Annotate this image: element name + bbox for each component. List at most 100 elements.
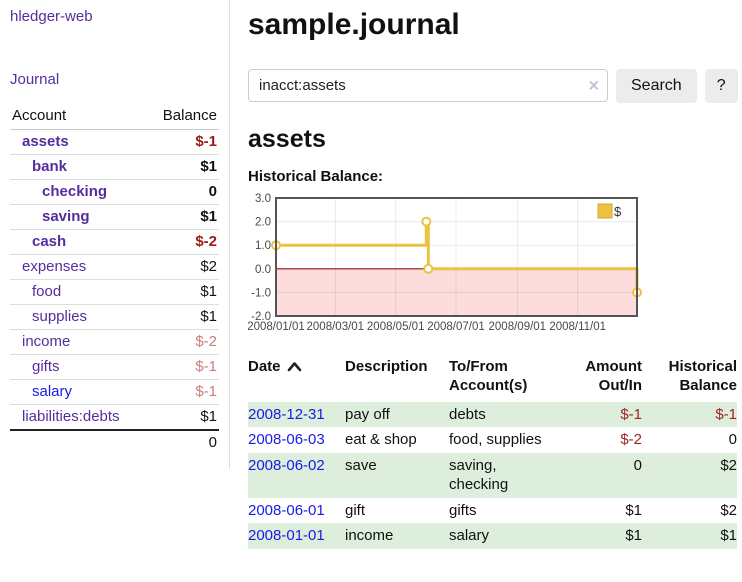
- account-link[interactable]: salary: [32, 383, 73, 400]
- transaction-balance: $2: [720, 501, 737, 519]
- svg-text:3.0: 3.0: [255, 193, 271, 205]
- account-balance: $1: [200, 408, 217, 425]
- accounts-table: Account Balance assets $-1 bank $1 checking 0…: [10, 104, 219, 455]
- transaction-amount: $1: [625, 527, 642, 544]
- transaction-row: 2008-06-01 gift gifts $1 $2: [248, 498, 737, 524]
- transaction-row: 2008-01-01 income salary $1 $1: [248, 523, 737, 549]
- svg-text:1.0: 1.0: [255, 240, 271, 252]
- transaction-date-link[interactable]: 2008-06-02: [248, 456, 325, 474]
- account-heading: assets: [248, 124, 326, 153]
- register-header-historical-balance: Historical Balance: [668, 357, 737, 395]
- register-header-description: Description: [345, 357, 428, 375]
- account-balance: 0: [146, 179, 219, 205]
- account-row: bank $1: [10, 154, 219, 180]
- account-link[interactable]: checking: [42, 183, 108, 200]
- account-balance: $1: [146, 204, 219, 230]
- transaction-row: 2008-06-02 save saving, checking 0 $2: [248, 452, 737, 498]
- account-link[interactable]: saving: [42, 208, 90, 225]
- account-balance: $-2: [146, 329, 219, 355]
- transaction-balance: $-1: [715, 405, 737, 423]
- transaction-balance: $1: [720, 527, 737, 544]
- transaction-date-link[interactable]: 2008-06-01: [248, 501, 325, 519]
- historical-balance-chart[interactable]: $3.0 2.0 1.0 0.0 -1.0 -2.0 2008/01/01 2008/03/0…: [248, 193, 738, 335]
- svg-text:2008/07/01: 2008/07/01: [427, 321, 485, 333]
- transaction-description: eat & shop: [345, 431, 417, 448]
- account-row: food $1: [10, 279, 219, 305]
- sidebar-nav: Journal: [10, 71, 219, 88]
- chart-title: Historical Balance:: [248, 167, 384, 185]
- account-row: income $-2: [10, 329, 219, 355]
- account-link[interactable]: gifts: [32, 358, 60, 375]
- account-row: checking 0: [10, 179, 219, 205]
- svg-text:2008/01/01: 2008/01/01: [248, 321, 305, 333]
- transaction-balance: $2: [720, 456, 737, 474]
- transaction-amount: $1: [625, 501, 642, 519]
- svg-text:2.0: 2.0: [255, 216, 271, 228]
- account-balance: $-2: [146, 229, 219, 255]
- account-link[interactable]: expenses: [22, 258, 87, 275]
- account-balance: $2: [146, 254, 219, 280]
- account-row: gifts $-1: [10, 354, 219, 380]
- account-balance: $-1: [146, 379, 219, 405]
- sidebar: hledger-web Journal Account Balance asse…: [0, 0, 230, 469]
- transaction-row: 2008-06-03 eat & shop food, supplies $-2 0: [248, 427, 737, 453]
- transaction-description: save: [345, 456, 377, 474]
- account-link[interactable]: supplies: [32, 308, 88, 325]
- account-row: expenses $2: [10, 254, 219, 280]
- account-link[interactable]: bank: [32, 158, 68, 175]
- account-balance: $1: [146, 154, 219, 180]
- clear-search-icon[interactable]: ×: [588, 75, 599, 96]
- svg-text:2008/03/01: 2008/03/01: [307, 321, 365, 333]
- account-link[interactable]: food: [32, 283, 62, 300]
- register-table: Date Description To/From Account(s) Amount …: [248, 355, 737, 549]
- accounts-header-balance: Balance: [146, 104, 219, 130]
- sidebar-item-journal[interactable]: Journal: [10, 71, 60, 88]
- account-balance: $1: [146, 279, 219, 305]
- page-title: sample.journal: [248, 8, 460, 41]
- transaction-accounts: debts: [449, 405, 486, 423]
- accounts-total-value: 0: [146, 429, 219, 455]
- account-balance: $1: [146, 304, 219, 330]
- svg-text:0.0: 0.0: [255, 263, 271, 275]
- svg-text:-2.0: -2.0: [251, 311, 271, 323]
- account-link[interactable]: cash: [32, 233, 67, 250]
- transaction-accounts: gifts: [449, 501, 477, 519]
- register-header-date[interactable]: Date: [248, 355, 345, 402]
- account-row: supplies $1: [10, 304, 219, 330]
- search-input[interactable]: [248, 69, 608, 102]
- transaction-date-link[interactable]: 2008-01-01: [248, 527, 325, 544]
- account-link[interactable]: liabilities:debts: [22, 408, 120, 425]
- app-title-link[interactable]: hledger-web: [10, 8, 93, 25]
- register-header-amount-out-in: Amount Out/In: [585, 357, 642, 395]
- transaction-amount: $-2: [620, 431, 642, 448]
- transaction-description: gift: [345, 501, 366, 519]
- search-button[interactable]: Search: [616, 68, 697, 103]
- account-row: salary $-1: [10, 379, 219, 405]
- transaction-amount: $-1: [620, 405, 642, 423]
- transaction-date-link[interactable]: 2008-12-31: [248, 405, 325, 423]
- sort-ascending-chevron-up-icon: [287, 361, 301, 371]
- svg-text:$: $: [614, 204, 622, 219]
- transaction-accounts: food, supplies: [449, 431, 542, 448]
- transaction-accounts: saving, checking: [449, 456, 509, 494]
- svg-text:2008/11/01: 2008/11/01: [549, 321, 606, 333]
- register-header-to-from-account-s: To/From Account(s): [449, 357, 528, 395]
- transaction-date-link[interactable]: 2008-06-03: [248, 431, 325, 448]
- search-input-wrap: ×: [248, 69, 608, 102]
- account-balance: $-1: [146, 129, 219, 155]
- search-form: × Search ?: [248, 68, 738, 103]
- transaction-accounts: salary: [449, 527, 490, 544]
- account-link[interactable]: assets: [22, 133, 69, 150]
- transaction-amount: 0: [633, 456, 642, 474]
- accounts-header-row: Account Balance: [10, 104, 219, 130]
- transaction-description: pay off: [345, 405, 390, 423]
- account-link[interactable]: income: [22, 333, 71, 350]
- svg-text:-1.0: -1.0: [251, 287, 271, 299]
- account-row: saving $1: [10, 204, 219, 230]
- account-balance: $-1: [146, 354, 219, 380]
- accounts-header-account: Account: [10, 104, 147, 130]
- search-help-button[interactable]: ?: [704, 68, 738, 103]
- transaction-row: 2008-12-31 pay off debts $-1 $-1: [248, 401, 737, 427]
- account-row: liabilities:debts $1: [10, 405, 219, 431]
